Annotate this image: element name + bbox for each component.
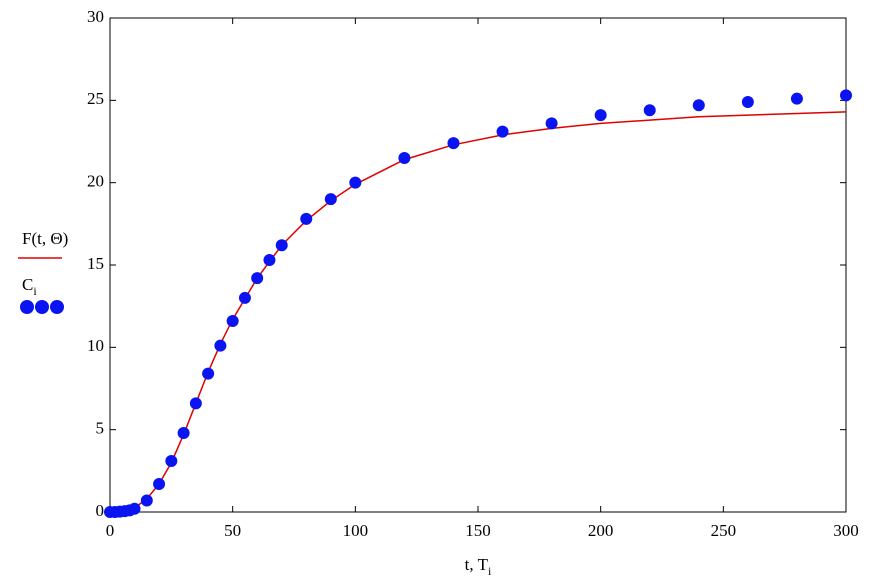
y-tick-label: 5 [96, 419, 105, 438]
data-point [140, 494, 153, 507]
y-tick-label: 25 [87, 89, 104, 108]
data-point [128, 502, 141, 515]
legend-label-subscript: i [33, 284, 37, 298]
y-tick-label: 20 [87, 172, 104, 191]
plot-frame [109, 17, 847, 513]
legend-swatch [20, 300, 34, 314]
data-point [349, 176, 362, 189]
data-point [202, 367, 215, 380]
data-point [300, 212, 313, 225]
data-point [177, 426, 190, 439]
legend-label: F(t, Θ) [22, 229, 68, 248]
x-axis-label: t, Ti [465, 555, 492, 578]
x-tick-label: 300 [833, 521, 859, 540]
data-point [263, 254, 276, 267]
data-point [238, 291, 251, 304]
y-tick-label: 10 [87, 336, 104, 355]
legend-swatch [50, 300, 64, 314]
data-point [165, 454, 178, 467]
data-point [324, 193, 337, 206]
legend-label-main: F(t, Θ) [22, 229, 68, 248]
data-point [189, 397, 202, 410]
x-tick-label: 250 [711, 521, 737, 540]
data-point [741, 95, 754, 108]
data-point [214, 339, 227, 352]
data-point [643, 104, 656, 117]
y-tick-label: 0 [96, 501, 105, 520]
legend-label: Ci [22, 275, 37, 298]
data-point [275, 239, 288, 252]
data-point [153, 478, 166, 491]
data-point [545, 117, 558, 130]
legend-label-main: C [22, 275, 33, 294]
data-line [109, 111, 847, 513]
data-point [447, 137, 460, 150]
legend-swatch [35, 300, 49, 314]
data-point [251, 272, 264, 285]
x-tick-label: 150 [465, 521, 491, 540]
y-tick-label: 15 [87, 254, 104, 273]
data-point [226, 314, 239, 327]
x-axis-label-main: t, T [465, 555, 489, 574]
data-point [840, 89, 852, 102]
y-tick-label: 30 [87, 7, 104, 26]
data-point [790, 92, 803, 105]
x-tick-label: 0 [106, 521, 115, 540]
x-tick-label: 200 [588, 521, 614, 540]
data-point [594, 109, 607, 122]
x-axis-label-subscript: i [488, 564, 492, 578]
x-tick-label: 100 [343, 521, 369, 540]
data-point [398, 151, 411, 164]
data-point [496, 125, 509, 138]
data-point [692, 99, 705, 112]
x-tick-label: 50 [224, 521, 241, 540]
